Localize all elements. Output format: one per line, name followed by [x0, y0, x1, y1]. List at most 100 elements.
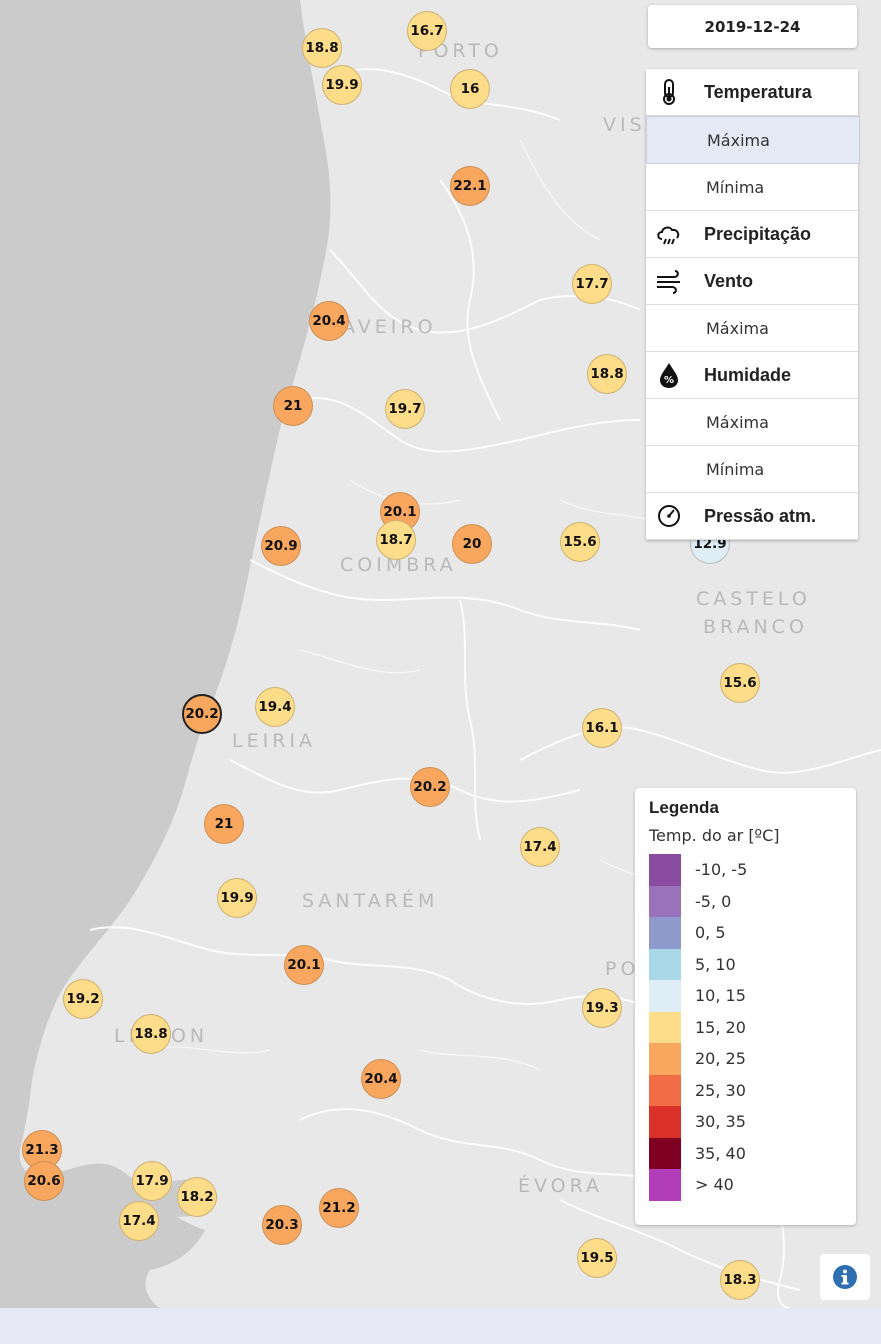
station-marker[interactable]: 18.3	[720, 1260, 760, 1300]
menu-item-humidade[interactable]: % Humidade	[646, 352, 858, 399]
menu-item-precipitação[interactable]: Precipitação	[646, 211, 858, 258]
menu-item-temperatura[interactable]: Temperatura	[646, 69, 858, 116]
city-label: BRANCO	[703, 616, 808, 638]
legend-label: -10, -5	[695, 860, 748, 879]
legend-label: > 40	[695, 1175, 734, 1194]
menu-label: Máxima	[706, 412, 769, 432]
menu-item-pressão-atm[interactable]: Pressão atm.	[646, 493, 858, 540]
station-marker[interactable]: 19.2	[63, 979, 103, 1019]
station-marker[interactable]: 17.7	[572, 264, 612, 304]
legend-subtitle: Temp. do ar [ºC]	[649, 826, 780, 845]
menu-subitem[interactable]: Máxima	[646, 116, 860, 164]
legend-swatch	[649, 917, 681, 949]
menu-label: Humidade	[704, 364, 792, 385]
station-marker[interactable]: 21	[273, 386, 313, 426]
station-marker[interactable]: 19.7	[385, 389, 425, 429]
station-marker[interactable]: 19.4	[255, 687, 295, 727]
menu-subitem[interactable]: Mínima	[646, 446, 858, 493]
thermometer-icon	[654, 77, 684, 107]
station-marker[interactable]: 18.2	[177, 1177, 217, 1217]
station-marker[interactable]: 19.9	[217, 878, 257, 918]
legend-item: > 40	[649, 1169, 849, 1201]
station-marker[interactable]: 22.1	[450, 166, 490, 206]
menu-subitem[interactable]: Mínima	[646, 164, 858, 211]
station-marker[interactable]: 17.4	[520, 827, 560, 867]
legend-item: 30, 35	[649, 1106, 849, 1138]
svg-text:%: %	[664, 375, 674, 386]
legend-label: 5, 10	[695, 954, 736, 974]
info-button[interactable]	[820, 1254, 870, 1300]
menu-label: Vento	[704, 270, 754, 291]
legend-label: 35, 40	[695, 1143, 746, 1163]
station-marker[interactable]: 15.6	[720, 663, 760, 703]
legend-item: 35, 40	[649, 1137, 849, 1170]
station-marker[interactable]: 19.3	[582, 988, 622, 1028]
base-map	[0, 0, 881, 1308]
menu-label: Máxima	[706, 318, 769, 338]
station-marker[interactable]: 17.4	[119, 1201, 159, 1241]
station-marker[interactable]: 18.8	[587, 354, 627, 394]
station-marker[interactable]: 18.8	[302, 28, 342, 68]
station-marker[interactable]: 16.1	[582, 708, 622, 748]
legend-swatch	[649, 1169, 681, 1201]
legend-label: 30, 35	[695, 1112, 746, 1131]
menu-item-vento[interactable]: Vento	[646, 258, 858, 305]
station-marker[interactable]: 20.6	[24, 1161, 64, 1201]
station-marker[interactable]: 19.9	[322, 65, 362, 105]
legend-label: 0, 5	[695, 923, 726, 942]
legend-item: 20, 25	[649, 1043, 849, 1075]
station-marker[interactable]: 17.9	[132, 1161, 172, 1201]
legend-title: Legenda	[649, 798, 719, 817]
station-marker[interactable]: 18.7	[376, 520, 416, 560]
city-label: LEIRIA	[232, 730, 316, 752]
station-marker[interactable]: 20.9	[261, 526, 301, 566]
legend-swatch	[649, 1011, 681, 1044]
station-marker[interactable]: 20.4	[361, 1059, 401, 1099]
legend-item: 0, 5	[649, 917, 849, 949]
legend-panel: Legenda Temp. do ar [ºC] -10, -5 -5, 0 0, …	[635, 788, 856, 1225]
city-label: COIMBRA	[340, 554, 457, 576]
legend-swatch	[649, 1137, 681, 1170]
legend-swatch	[649, 854, 681, 886]
pressure-gauge-icon	[654, 501, 684, 531]
menu-subitem[interactable]: Máxima	[646, 305, 858, 352]
station-marker[interactable]: 20.3	[262, 1205, 302, 1245]
menu-label: Mínima	[706, 177, 765, 197]
legend-item: -10, -5	[649, 854, 849, 886]
legend-label: -5, 0	[695, 891, 732, 911]
date-display[interactable]: 2019-12-24	[648, 5, 857, 48]
info-icon	[833, 1265, 857, 1289]
station-marker[interactable]: 16.7	[407, 11, 447, 51]
city-label: CASTELO	[696, 588, 811, 610]
station-marker[interactable]: 20	[452, 524, 492, 564]
station-marker[interactable]: 21	[204, 804, 244, 844]
station-marker[interactable]: 20.2	[182, 694, 222, 734]
station-marker[interactable]: 21.3	[22, 1130, 62, 1170]
menu-label: Mínima	[706, 459, 765, 479]
menu-subitem[interactable]: Máxima	[646, 399, 858, 446]
humidity-drop-icon: %	[654, 360, 684, 390]
station-marker[interactable]: 20.4	[309, 301, 349, 341]
legend-swatch	[649, 980, 681, 1012]
station-marker[interactable]: 19.5	[577, 1238, 617, 1278]
menu-label: Temperatura	[704, 81, 812, 102]
station-marker[interactable]: 20.1	[284, 945, 324, 985]
legend-label: 20, 25	[695, 1049, 746, 1068]
station-marker[interactable]: 16	[450, 69, 490, 109]
wind-icon	[654, 266, 684, 296]
station-marker[interactable]: 18.8	[131, 1014, 171, 1054]
legend-label: 10, 15	[695, 986, 746, 1005]
station-marker[interactable]: 21.2	[319, 1188, 359, 1228]
legend-item: 25, 30	[649, 1074, 849, 1107]
station-marker[interactable]: 15.6	[560, 522, 600, 562]
menu-label: Máxima	[707, 130, 770, 150]
rain-cloud-icon	[654, 219, 684, 249]
legend-swatch	[649, 948, 681, 981]
station-marker[interactable]: 20.2	[410, 767, 450, 807]
legend-swatch	[649, 1106, 681, 1138]
city-label: AVEIRO	[342, 316, 437, 338]
legend-item: 15, 20	[649, 1011, 849, 1044]
legend-swatch	[649, 885, 681, 918]
legend-label: 25, 30	[695, 1080, 746, 1100]
legend-item: -5, 0	[649, 885, 849, 918]
